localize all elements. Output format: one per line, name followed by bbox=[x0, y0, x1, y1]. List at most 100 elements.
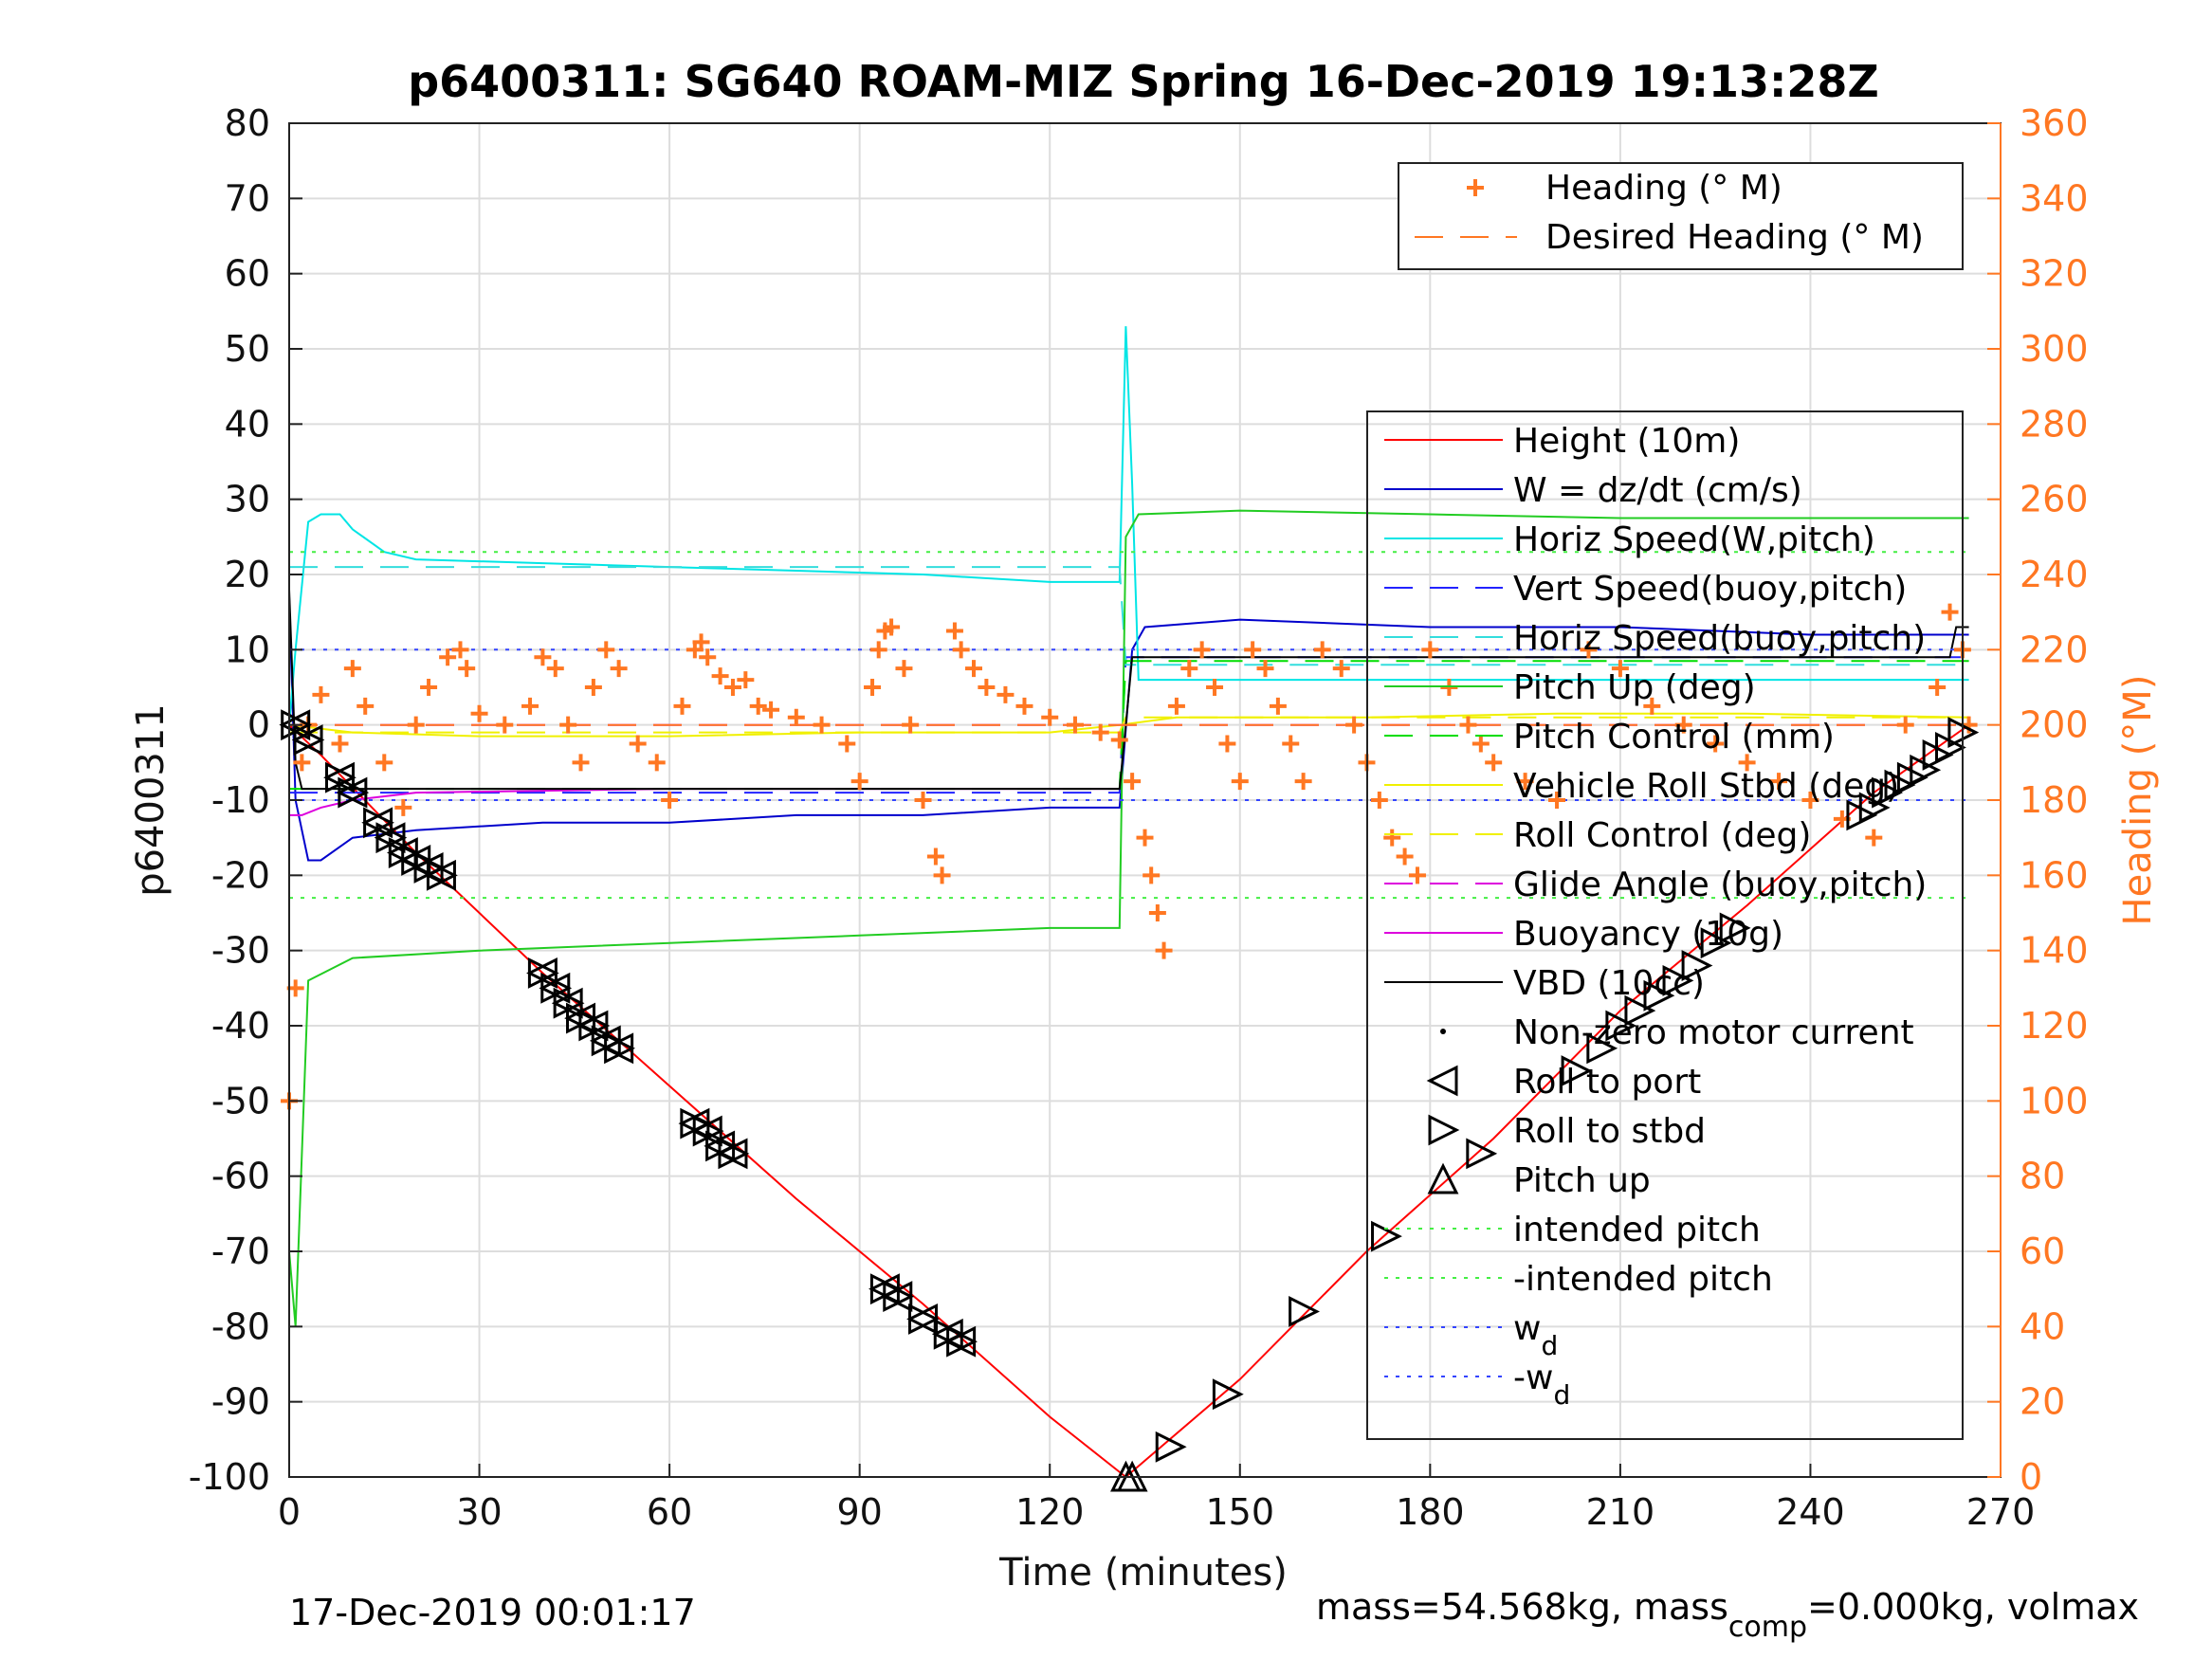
roll-to-stbd-marker bbox=[908, 1303, 940, 1335]
heading-point bbox=[1206, 679, 1224, 696]
heading-point bbox=[1155, 941, 1173, 959]
legend-top-label: Heading (° M) bbox=[1545, 169, 1782, 208]
heading-point bbox=[1148, 904, 1166, 921]
legend-swatch-pitch-up bbox=[1427, 1162, 1459, 1194]
y-left-tick-label: -100 bbox=[189, 1456, 270, 1498]
legend-swatch-motor-current bbox=[1440, 1029, 1446, 1034]
heading-point bbox=[1041, 708, 1059, 726]
x-axis-label: Time (minutes) bbox=[998, 1551, 1288, 1595]
footer-mass-pre: mass=54.568kg, mass bbox=[1316, 1586, 1728, 1628]
legend-label: Height (10m) bbox=[1513, 422, 1740, 461]
heading-point bbox=[813, 716, 831, 734]
footer-timestamp: 17-Dec-2019 00:01:17 bbox=[289, 1592, 696, 1633]
heading-point bbox=[737, 671, 755, 689]
legend-label: Pitch Control (mm) bbox=[1513, 718, 1835, 757]
legend-label: Vert Speed(buoy,pitch) bbox=[1513, 570, 1907, 609]
y-left-tick-label: -50 bbox=[211, 1080, 270, 1121]
legend-label: -wd bbox=[1513, 1358, 1570, 1411]
y-left-tick-label: 40 bbox=[225, 403, 270, 445]
heading-point bbox=[883, 618, 901, 636]
heading-point bbox=[914, 792, 932, 809]
y-right-tick-label: 100 bbox=[2020, 1080, 2089, 1121]
roll-to-stbd-marker bbox=[1700, 927, 1732, 959]
heading-point bbox=[458, 660, 476, 678]
heading-point bbox=[699, 648, 717, 666]
y-right-tick-label: 300 bbox=[2020, 328, 2089, 370]
x-tick-label: 270 bbox=[1966, 1491, 2036, 1533]
legend-label: Horiz Speed(buoy,pitch) bbox=[1513, 619, 1926, 658]
legend-label: Pitch Up (deg) bbox=[1513, 668, 1756, 707]
legend-label: wd bbox=[1513, 1309, 1558, 1361]
series-horiz-speed-w-pitch bbox=[288, 326, 1969, 725]
y-left-tick-label: 70 bbox=[225, 177, 270, 219]
x-tick-label: 240 bbox=[1776, 1491, 1845, 1533]
legend-label: VBD (10cc) bbox=[1513, 964, 1705, 1003]
x-tick-label: 30 bbox=[456, 1491, 502, 1533]
x-tick-label: 210 bbox=[1586, 1491, 1655, 1533]
heading-point bbox=[869, 641, 887, 659]
heading-point bbox=[1124, 773, 1142, 791]
y-axis-label-right: Heading (°M) bbox=[2116, 675, 2160, 926]
legend-main: Height (10m) W = dz/dt (cm/s) Horiz Speed(… bbox=[1366, 410, 1964, 1440]
roll-to-stbd-marker bbox=[293, 724, 325, 756]
y-right-tick-label: 240 bbox=[2020, 554, 2089, 595]
heading-point bbox=[1193, 641, 1211, 659]
heading-point bbox=[629, 735, 647, 753]
y-left-tick-label: 50 bbox=[225, 328, 270, 370]
heading-point bbox=[762, 701, 780, 719]
y-left-tick-label: -60 bbox=[211, 1156, 270, 1197]
roll-to-stbd-marker bbox=[718, 1138, 750, 1170]
series-pitch-up-deg bbox=[288, 509, 1969, 1327]
heading-point bbox=[394, 798, 412, 816]
x-tick-label: 120 bbox=[1015, 1491, 1085, 1533]
heading-point bbox=[1167, 697, 1185, 715]
roll-to-stbd-marker bbox=[338, 776, 370, 809]
y-left-tick-label: -90 bbox=[211, 1381, 270, 1423]
legend-label: Roll Control (deg) bbox=[1513, 816, 1811, 855]
heading-point bbox=[1896, 716, 1914, 734]
y-right-tick-label: 260 bbox=[2020, 479, 2089, 520]
heading-point bbox=[559, 716, 577, 734]
legend-label: Pitch up bbox=[1513, 1161, 1651, 1200]
heading-point bbox=[439, 648, 457, 666]
legend-label: Horiz Speed(W,pitch) bbox=[1513, 520, 1875, 559]
heading-point bbox=[1472, 735, 1490, 753]
heading-point bbox=[546, 660, 564, 678]
legend-label: Buoyancy (10g) bbox=[1513, 915, 1783, 954]
heading-point bbox=[1066, 716, 1084, 734]
roll-to-stbd-marker bbox=[1605, 1010, 1637, 1042]
axis-ticks: 0 30 60 90 120 150 180 210 240 270 80 70 60 50 40 30 20 1… bbox=[189, 102, 2089, 1533]
heading-point bbox=[945, 622, 963, 640]
legend-label: Vehicle Roll Stbd (deg) bbox=[1513, 767, 1899, 806]
legend-label: Non-zero motor current bbox=[1513, 1013, 1914, 1052]
y-left-tick-label: 80 bbox=[225, 102, 270, 144]
heading-point bbox=[1707, 735, 1725, 753]
y-left-tick-label: 0 bbox=[247, 704, 270, 746]
roll-to-stbd-marker bbox=[1466, 1138, 1498, 1170]
y-right-tick-label: 120 bbox=[2020, 1005, 2089, 1047]
heading-point bbox=[293, 754, 311, 772]
x-tick-label: 180 bbox=[1396, 1491, 1465, 1533]
legend-label: Glide Angle (buoy,pitch) bbox=[1513, 866, 1927, 904]
y-left-tick-label: -20 bbox=[211, 854, 270, 896]
roll-to-stbd-marker bbox=[1155, 1431, 1187, 1463]
heading-point bbox=[1408, 866, 1426, 884]
heading-point bbox=[1865, 829, 1883, 847]
legend-main-box bbox=[1366, 410, 1964, 1440]
heading-point bbox=[1091, 723, 1109, 741]
legend-heading-swatch bbox=[1467, 179, 1484, 196]
heading-point bbox=[1015, 697, 1033, 715]
roll-to-stbd-marker bbox=[1561, 1055, 1593, 1087]
y-left-tick-label: 30 bbox=[225, 479, 270, 520]
heading-point bbox=[673, 697, 691, 715]
heading-point bbox=[375, 754, 393, 772]
y-right-tick-label: 140 bbox=[2020, 930, 2089, 972]
heading-point bbox=[895, 660, 913, 678]
heading-point bbox=[584, 679, 602, 696]
y-left-tick-label: -80 bbox=[211, 1305, 270, 1347]
y-right-tick-label: 60 bbox=[2020, 1231, 2065, 1272]
legend-heading: Heading (° M) Desired Heading (° M) bbox=[1398, 162, 1964, 270]
heading-point bbox=[312, 685, 330, 703]
heading-point bbox=[723, 679, 741, 696]
